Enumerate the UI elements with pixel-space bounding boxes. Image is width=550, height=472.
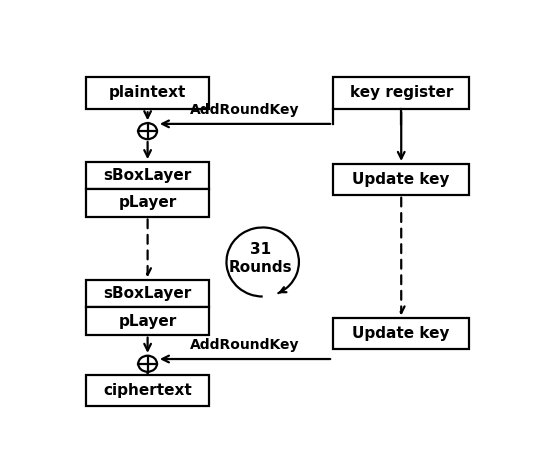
Text: ciphertext: ciphertext [103, 383, 192, 397]
Text: pLayer: pLayer [118, 313, 177, 329]
FancyBboxPatch shape [333, 76, 469, 110]
Circle shape [138, 123, 157, 139]
Text: Update key: Update key [353, 326, 450, 341]
FancyBboxPatch shape [86, 280, 210, 307]
FancyBboxPatch shape [333, 318, 469, 349]
Text: key register: key register [350, 85, 453, 101]
Text: sBoxLayer: sBoxLayer [103, 287, 192, 301]
Text: Update key: Update key [353, 172, 450, 187]
Text: pLayer: pLayer [118, 195, 177, 211]
FancyBboxPatch shape [86, 162, 210, 189]
Text: AddRoundKey: AddRoundKey [190, 103, 300, 118]
Text: 31
Rounds: 31 Rounds [229, 242, 293, 275]
FancyBboxPatch shape [333, 164, 469, 195]
Text: sBoxLayer: sBoxLayer [103, 168, 192, 183]
Text: plaintext: plaintext [109, 85, 186, 101]
FancyBboxPatch shape [86, 189, 210, 217]
FancyBboxPatch shape [86, 76, 210, 110]
Text: AddRoundKey: AddRoundKey [190, 338, 300, 353]
FancyBboxPatch shape [86, 375, 210, 405]
FancyBboxPatch shape [86, 307, 210, 335]
Circle shape [138, 356, 157, 372]
